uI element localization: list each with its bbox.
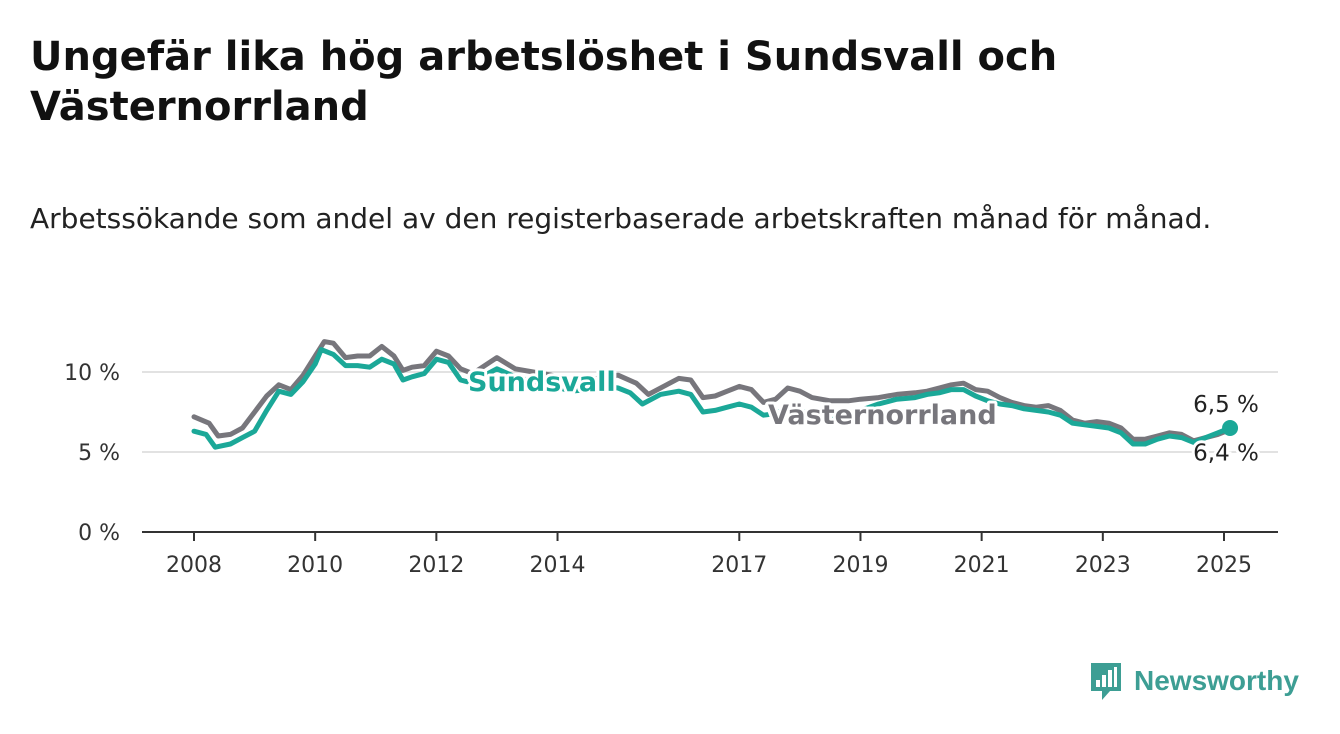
x-tick-label: 2010: [287, 553, 343, 578]
y-tick-label: 10 %: [64, 361, 120, 386]
y-tick-label: 0 %: [78, 521, 120, 546]
end-label-sundsvall: 6,5 %: [1193, 392, 1259, 418]
newsworthy-logo: Newsworthy: [1088, 660, 1299, 702]
x-tick-label: 2023: [1075, 553, 1131, 578]
line-chart: 0 % 5 % 10 % 2008 2010 2012 2014 2017 2019 2021 20…: [64, 339, 1278, 578]
logo-text: Newsworthy: [1134, 665, 1299, 696]
series-label-vasternorrland: Västernorrland: [768, 400, 997, 431]
x-tick-label: 2014: [530, 553, 586, 578]
chart-title: Ungefär lika hög arbetslöshet i Sundsval…: [30, 34, 1058, 130]
series-line-sundsvall: [191, 347, 1233, 450]
x-tick-label: 2017: [711, 553, 767, 578]
x-tick-label: 2008: [166, 553, 222, 578]
newsworthy-bar-chart-icon: [1091, 663, 1121, 700]
end-label-vasternorrland: 6,4 %: [1193, 441, 1259, 467]
series-label-sundsvall: Sundsvall: [468, 367, 616, 398]
chart-subtitle: Arbetssökande som andel av den registerb…: [30, 202, 1212, 235]
x-tick-label: 2012: [408, 553, 464, 578]
x-tick-label: 2021: [954, 553, 1010, 578]
x-tick-label: 2025: [1196, 553, 1252, 578]
y-tick-label: 5 %: [78, 441, 120, 466]
x-tick-label: 2019: [832, 553, 888, 578]
series-line-vsternorrland: [191, 339, 1233, 444]
end-point-sundsvall: [1222, 420, 1239, 436]
